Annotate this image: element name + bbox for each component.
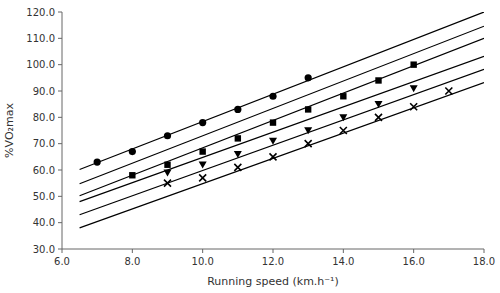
point [270, 153, 277, 160]
point [234, 164, 241, 171]
y-tick [58, 12, 62, 13]
x-tick [273, 249, 274, 253]
x-tick-label: 6.0 [54, 256, 70, 267]
fit-line [80, 69, 484, 214]
point [410, 85, 418, 92]
point [339, 114, 347, 121]
y-tick [58, 91, 62, 92]
y-tick [58, 38, 62, 39]
y-tick-label: 100.0 [26, 59, 55, 70]
page: {"chart_data": {"type": "scatter", "xlab… [0, 0, 500, 293]
point [305, 106, 311, 112]
x-tick [484, 249, 485, 253]
fit-line [80, 83, 484, 228]
point [164, 132, 171, 139]
y-tick-label: 60.0 [33, 165, 55, 176]
point [235, 135, 241, 141]
point [305, 74, 312, 81]
x-tick [413, 249, 414, 253]
x-tick-label: 14.0 [332, 256, 354, 267]
x-tick [202, 249, 203, 253]
point [410, 103, 417, 110]
x-axis-label: Running speed (km.h⁻¹) [207, 275, 339, 288]
y-tick-label: 90.0 [33, 86, 55, 97]
fit-line [80, 56, 484, 201]
y-tick [58, 117, 62, 118]
point [340, 93, 346, 99]
point [234, 106, 241, 113]
point [129, 148, 136, 155]
point [375, 77, 381, 83]
point [164, 180, 171, 187]
point [129, 172, 135, 178]
y-tick [58, 170, 62, 171]
point [269, 138, 277, 145]
point [270, 119, 276, 125]
x-tick-label: 16.0 [403, 256, 425, 267]
y-tick [58, 196, 62, 197]
y-tick [58, 64, 62, 65]
y-tick-label: 50.0 [33, 191, 55, 202]
point [234, 151, 242, 158]
y-axis-line [62, 12, 63, 249]
point [304, 127, 312, 134]
y-tick-label: 80.0 [33, 112, 55, 123]
x-tick [62, 249, 63, 253]
point [445, 88, 452, 95]
y-axis-label: %VO₂max [3, 103, 16, 158]
y-tick-label: 30.0 [33, 244, 55, 255]
y-tick [58, 143, 62, 144]
point [269, 93, 276, 100]
y-tick-label: 110.0 [26, 33, 55, 44]
fit-line [80, 38, 484, 195]
x-tick-label: 18.0 [473, 256, 495, 267]
point [410, 61, 416, 67]
point [375, 101, 383, 108]
point [94, 159, 101, 166]
x-tick-label: 10.0 [192, 256, 214, 267]
y-tick [58, 222, 62, 223]
y-tick-label: 120.0 [26, 7, 55, 18]
point [199, 162, 207, 169]
point [164, 169, 172, 176]
y-tick [58, 249, 62, 250]
x-tick-label: 12.0 [262, 256, 284, 267]
y-tick-label: 40.0 [33, 217, 55, 228]
x-tick [132, 249, 133, 253]
point [199, 174, 206, 181]
x-tick [343, 249, 344, 253]
point [305, 140, 312, 147]
point [164, 162, 170, 168]
point [375, 114, 382, 121]
chart: 6.0 8.0 10.0 12.0 14.0 16.0 18.0 30.0 40.0 50.0 60… [0, 0, 500, 293]
point [340, 127, 347, 134]
point [199, 119, 206, 126]
y-tick-label: 70.0 [33, 138, 55, 149]
plot-marks [80, 12, 484, 228]
x-tick-label: 8.0 [124, 256, 140, 267]
point [199, 148, 205, 154]
